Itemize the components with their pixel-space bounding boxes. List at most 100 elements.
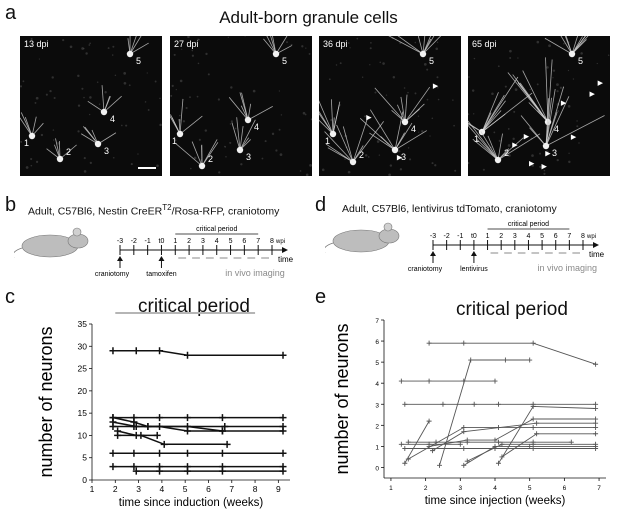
data-point [440, 402, 445, 407]
background-speck [81, 88, 83, 90]
dendrite [488, 136, 498, 160]
background-speck [156, 164, 159, 167]
cell-number-label: 4 [110, 114, 115, 124]
timeline-tick-label: 7 [567, 233, 571, 240]
background-speck [51, 76, 53, 78]
background-speck [180, 80, 183, 83]
background-speck [357, 38, 359, 40]
background-speck [499, 140, 501, 142]
data-point [109, 347, 116, 354]
background-speck [20, 141, 22, 143]
background-speck [240, 163, 242, 165]
series-line [440, 360, 530, 465]
dpi-label: 27 dpi [174, 39, 199, 49]
data-point [427, 419, 432, 424]
background-speck [348, 171, 351, 174]
timeline-tick-label: 8 [270, 238, 274, 245]
background-speck [426, 69, 428, 71]
background-speck [454, 170, 456, 172]
background-speck [421, 130, 423, 132]
series-line [502, 434, 596, 457]
background-speck [329, 78, 331, 80]
data-point [468, 358, 473, 363]
background-speck [379, 154, 380, 155]
arrowhead-marker: ▶ [561, 100, 567, 107]
cell-number-label: 2 [66, 147, 71, 157]
background-speck [390, 164, 392, 166]
x-tick-label: 1 [90, 484, 95, 494]
background-speck [568, 105, 571, 108]
background-speck [468, 113, 469, 115]
background-speck [31, 165, 33, 167]
dendrite [331, 99, 333, 134]
y-tick-label: 2 [375, 423, 379, 430]
background-speck [452, 99, 453, 100]
panel-a-title: Adult-born granule cells [0, 8, 617, 28]
data-point [280, 352, 287, 359]
panel-d-title: Adult, C57Bl6, lentivirus tdTomato, cran… [342, 203, 557, 215]
background-speck [388, 173, 391, 176]
y-tick-label: 7 [375, 318, 379, 325]
cell-body [57, 156, 63, 162]
background-speck [49, 90, 51, 92]
background-speck [557, 90, 559, 92]
background-speck [112, 46, 114, 48]
background-speck [432, 118, 434, 120]
background-speck [344, 158, 345, 159]
dendrite [130, 43, 149, 54]
background-speck [362, 77, 363, 78]
background-speck [262, 158, 264, 160]
background-speck [41, 134, 43, 136]
data-point [534, 421, 539, 426]
dendrite [192, 142, 202, 166]
data-point [109, 450, 116, 457]
background-speck [129, 84, 131, 86]
background-speck [84, 170, 87, 173]
y-tick-label: 6 [375, 339, 379, 346]
background-speck [199, 139, 201, 141]
dendrite [523, 71, 548, 122]
background-speck [88, 44, 90, 46]
background-speck [104, 91, 106, 93]
background-speck [311, 118, 312, 120]
data-point [154, 432, 161, 439]
background-speck [537, 41, 540, 44]
background-speck [83, 97, 85, 99]
dendrite [102, 85, 104, 112]
dendrite [375, 88, 405, 122]
background-speck [418, 116, 419, 117]
background-speck [228, 37, 229, 38]
dendrite [180, 99, 183, 134]
background-speck [415, 42, 417, 44]
background-speck [192, 50, 193, 51]
cell-body [569, 51, 575, 57]
background-speck [244, 36, 245, 37]
background-speck [170, 95, 172, 97]
background-speck [505, 86, 507, 88]
background-speck [309, 164, 312, 167]
timeline-tick-label: 6 [242, 238, 246, 245]
background-speck [145, 101, 147, 103]
background-speck [77, 75, 79, 77]
background-speck [608, 54, 609, 55]
timeline-tick-label: -1 [145, 238, 151, 245]
background-speck [90, 162, 92, 164]
cell-number-label: 1 [172, 136, 177, 146]
background-speck [453, 125, 455, 127]
timeline-tick-label: 4 [215, 238, 219, 245]
cell-body [237, 147, 243, 153]
y-tick-label: 5 [375, 360, 379, 367]
background-speck [36, 161, 38, 163]
background-speck [573, 78, 574, 79]
dendrite [529, 103, 548, 122]
x-tick-label: 2 [424, 485, 428, 492]
background-speck [438, 99, 440, 101]
timeline-tick-label: 3 [201, 238, 205, 245]
background-speck [563, 43, 565, 45]
data-point [402, 446, 407, 451]
mouse-ear [73, 228, 81, 236]
y-tick-label: 15 [78, 408, 88, 418]
cell-number-label: 4 [554, 124, 559, 134]
series-line [499, 406, 596, 463]
mouse-icon [14, 228, 88, 258]
